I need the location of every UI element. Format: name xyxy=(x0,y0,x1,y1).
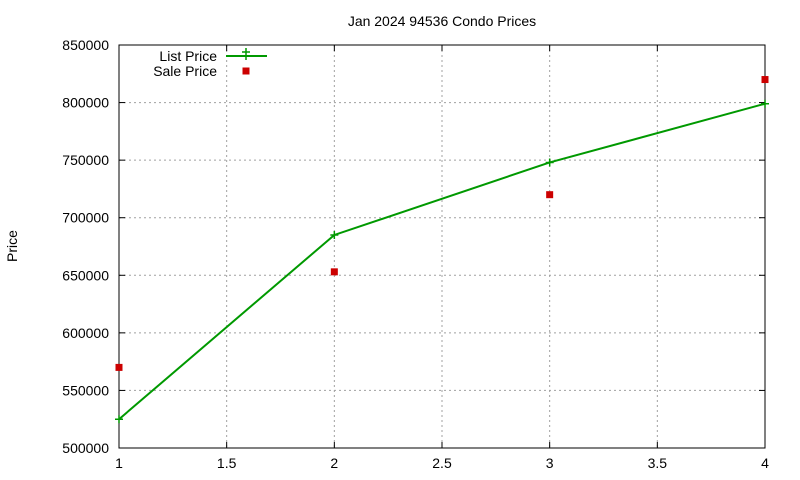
x-tick-label: 3 xyxy=(546,455,554,471)
chart-title: Jan 2024 94536 Condo Prices xyxy=(348,13,536,29)
y-tick-label: 500000 xyxy=(62,440,109,456)
grid xyxy=(119,45,765,448)
legend-marker-sale-price xyxy=(242,67,250,75)
y-tick-label: 800000 xyxy=(62,95,109,111)
legend: List Price Sale Price xyxy=(153,48,267,79)
x-tick-label: 4 xyxy=(761,455,769,471)
y-axis-label: Price xyxy=(4,230,20,262)
x-tick-label: 1.5 xyxy=(217,455,237,471)
data-point-sale-price xyxy=(115,363,123,371)
tick-marks xyxy=(118,44,766,449)
data-point-list-price xyxy=(761,99,769,108)
y-tick-label: 700000 xyxy=(62,210,109,226)
y-tick-label: 850000 xyxy=(62,37,109,53)
y-tick-label: 550000 xyxy=(62,382,109,398)
data-point-list-price xyxy=(545,158,554,167)
x-tick-labels: 1 1.5 2 2.5 3 3.5 4 xyxy=(115,455,769,471)
x-tick-label: 2 xyxy=(330,455,338,471)
x-tick-label: 3.5 xyxy=(648,455,668,471)
legend-marker-list-price xyxy=(242,48,250,60)
legend-label-list-price: List Price xyxy=(159,48,217,64)
x-tick-label: 1 xyxy=(115,455,123,471)
series xyxy=(115,76,769,424)
y-tick-label: 750000 xyxy=(62,152,109,168)
data-point-sale-price xyxy=(330,268,338,276)
data-point-list-price xyxy=(330,230,339,239)
x-tick-label: 2.5 xyxy=(432,455,452,471)
data-point-list-price xyxy=(115,415,123,424)
data-point-sale-price xyxy=(761,76,769,84)
data-point-sale-price xyxy=(546,191,554,199)
series-line-list-price xyxy=(118,102,766,420)
y-tick-labels: 500000 550000 600000 650000 700000 750000 8000… xyxy=(62,37,109,456)
y-tick-label: 650000 xyxy=(62,267,109,283)
y-tick-label: 600000 xyxy=(62,325,109,341)
legend-label-sale-price: Sale Price xyxy=(153,63,217,79)
